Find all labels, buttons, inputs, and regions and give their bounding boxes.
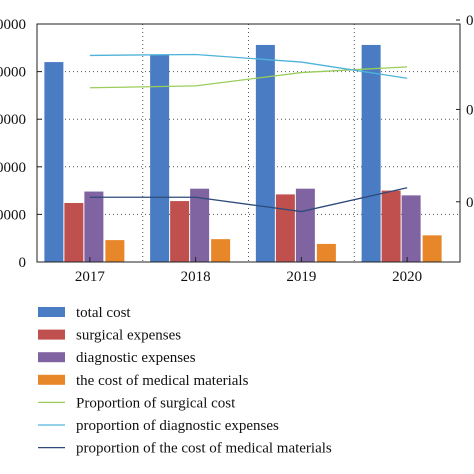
series-line <box>89 53 408 79</box>
x-tick-label: 2019 <box>286 269 316 285</box>
bar <box>170 201 190 262</box>
x-axis: 2017 2018 2019 2020 <box>75 257 422 285</box>
legend-swatch <box>38 329 65 340</box>
y2-axis: 0 0 0 <box>456 13 474 211</box>
legend-swatch <box>38 374 65 385</box>
y2-tick-label: 0 <box>466 195 474 211</box>
lines <box>89 53 408 213</box>
legend-label: diagnostic expenses <box>76 350 196 366</box>
bar <box>316 243 336 262</box>
bar <box>84 191 104 262</box>
y-tick-label: 0 <box>19 255 27 271</box>
legend-swatch <box>38 352 65 363</box>
x-tick-label: 2017 <box>75 269 106 285</box>
legend-label: the cost of medical materials <box>76 373 249 389</box>
bar <box>275 194 295 262</box>
legend-label: proportion of diagnostic expenses <box>76 418 279 434</box>
bar <box>44 62 64 262</box>
x-tick-label: 2018 <box>181 269 211 285</box>
x-tick-label: 2020 <box>392 269 422 285</box>
y2-tick-label: 0 <box>466 13 474 29</box>
bar <box>361 44 381 262</box>
legend-label: surgical expenses <box>76 328 181 344</box>
legend: total cost surgical expenses diagnostic ex… <box>38 305 332 457</box>
bar <box>150 54 170 262</box>
legend-label: total cost <box>76 305 131 321</box>
bar <box>295 188 315 262</box>
bar <box>190 188 210 262</box>
legend-label: proportion of the cost of medical materi… <box>76 441 332 457</box>
bar <box>64 202 84 262</box>
bar <box>422 235 442 262</box>
bar <box>211 239 231 262</box>
y-axis: 000000000000000000000 <box>0 17 42 271</box>
series-line <box>89 187 408 213</box>
y2-tick-label: 0 <box>466 102 474 118</box>
legend-label: Proportion of surgical cost <box>76 395 236 411</box>
bar <box>381 190 401 262</box>
legend-swatch <box>38 307 65 317</box>
bar <box>105 240 125 262</box>
bar <box>401 195 421 262</box>
bars <box>44 44 442 262</box>
plot-frame <box>36 23 461 263</box>
